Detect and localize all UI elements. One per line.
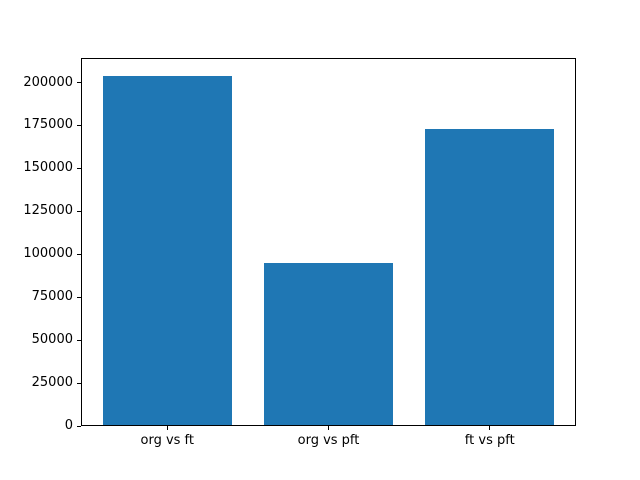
bar-org-vs-ft	[102, 75, 232, 426]
y-tick-label: 50000	[31, 332, 73, 348]
y-tick-mark	[77, 210, 81, 212]
y-tick-label: 175000	[23, 117, 73, 133]
y-tick-label: 75000	[31, 289, 73, 305]
y-tick-mark	[77, 82, 81, 84]
y-tick-mark	[77, 296, 81, 298]
x-tick-label: ft vs pft	[464, 433, 515, 448]
x-tick-label: org vs pft	[297, 433, 360, 448]
y-tick-label: 200000	[23, 74, 73, 90]
y-tick-label: 150000	[23, 160, 73, 176]
bar-ft-vs-pft	[425, 128, 555, 426]
y-tick-label: 125000	[23, 203, 73, 219]
x-tick-mark	[328, 426, 329, 430]
y-tick-label: 100000	[23, 246, 73, 262]
x-tick-mark	[166, 426, 168, 430]
y-tick-mark	[77, 253, 81, 255]
y-tick-mark	[77, 124, 81, 126]
y-tick-label: 25000	[31, 375, 73, 391]
x-tick-label: org vs ft	[140, 433, 195, 448]
y-tick-mark	[77, 339, 81, 341]
y-tick-mark	[77, 382, 81, 384]
x-tick-mark	[489, 426, 491, 430]
y-tick-mark	[77, 167, 81, 169]
y-tick-label: 0	[64, 418, 73, 433]
y-tick-mark	[77, 425, 81, 427]
bar-org-vs-pft	[264, 262, 393, 426]
